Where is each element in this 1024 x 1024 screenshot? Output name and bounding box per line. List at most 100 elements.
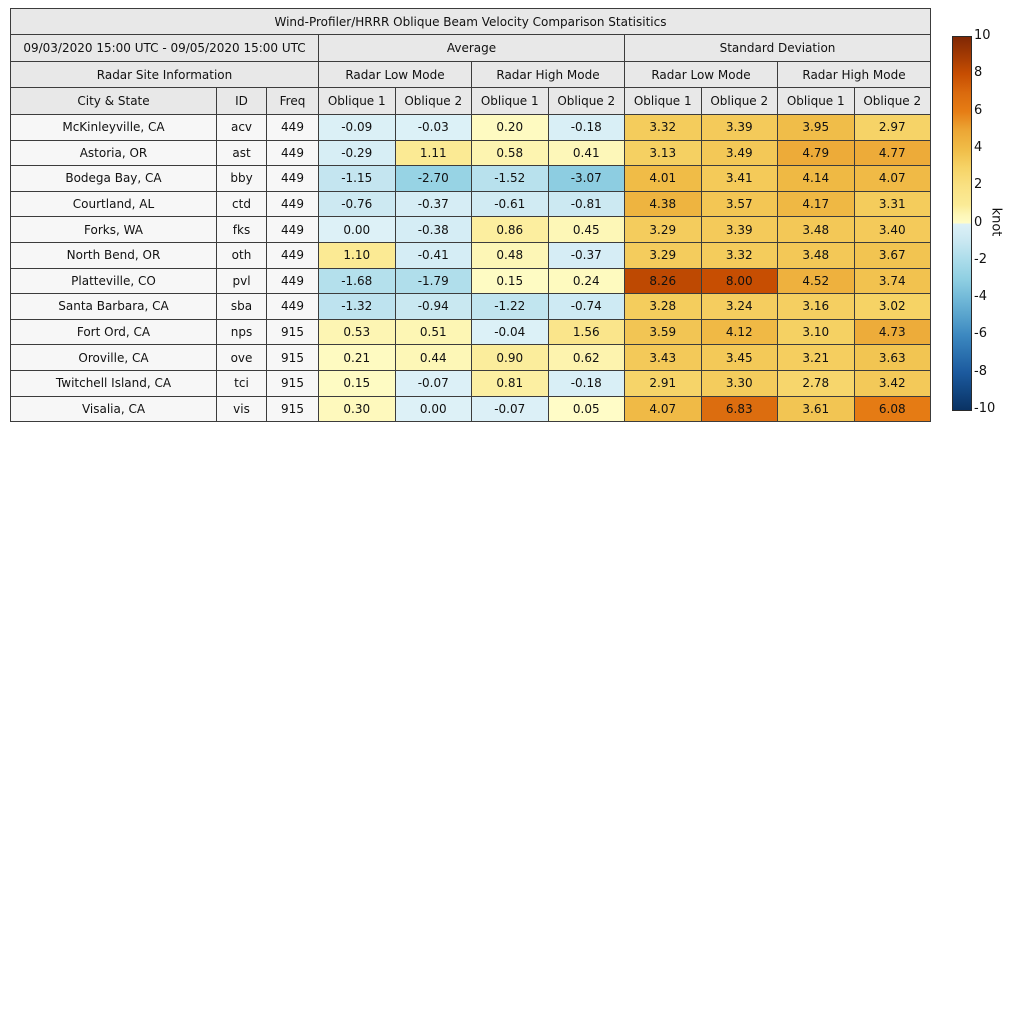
colorbar-gradient <box>952 36 972 411</box>
value-cell: -0.74 <box>547 293 625 320</box>
statistics-table: Wind-Profiler/HRRR Oblique Beam Velocity… <box>10 8 931 423</box>
value-cell: 4.38 <box>624 190 702 218</box>
table-row: Platteville, CO pvl 449 -1.68 -1.79 0.15 0.24 8… <box>10 267 931 295</box>
value-cell: 0.62 <box>547 344 625 371</box>
value-cell: -0.38 <box>394 216 472 243</box>
freq-cell: 449 <box>266 293 319 320</box>
value-cell: 3.02 <box>853 293 931 320</box>
value-cell: 4.07 <box>624 395 702 423</box>
group-header-std-deviation: Standard Deviation <box>624 34 931 62</box>
column-header-city-state: City & State <box>10 87 217 115</box>
value-cell: 3.28 <box>624 293 702 320</box>
column-header-id: ID <box>216 87 267 115</box>
value-cell: 0.00 <box>318 216 396 243</box>
value-cell: -0.81 <box>547 190 625 218</box>
value-cell: 3.67 <box>853 241 931 269</box>
value-cell: -1.15 <box>318 165 396 192</box>
freq-cell: 915 <box>266 395 319 423</box>
id-cell: ove <box>216 344 267 371</box>
city-cell: Twitchell Island, CA <box>10 369 217 397</box>
value-cell: -0.61 <box>471 190 549 218</box>
value-cell: -2.70 <box>394 165 472 192</box>
column-header-oblique: Oblique 1 <box>471 87 549 115</box>
colorbar-tick-label: 8 <box>974 65 983 81</box>
id-cell: fks <box>216 216 267 243</box>
value-cell: 3.45 <box>700 344 778 371</box>
value-cell: 3.39 <box>700 114 778 141</box>
value-cell: 0.00 <box>394 395 472 423</box>
city-cell: Fort Ord, CA <box>10 318 217 346</box>
value-cell: 3.63 <box>853 344 931 371</box>
value-cell: 3.13 <box>624 139 702 167</box>
colorbar-tick-label: 4 <box>974 139 983 155</box>
value-cell: -0.37 <box>394 190 472 218</box>
value-cell: 3.41 <box>700 165 778 192</box>
freq-cell: 915 <box>266 369 319 397</box>
table-row: McKinleyville, CA acv 449 -0.09 -0.03 0.20 -0.… <box>10 114 931 141</box>
value-cell: -1.52 <box>471 165 549 192</box>
id-cell: vis <box>216 395 267 423</box>
table-row: North Bend, OR oth 449 1.10 -0.41 0.48 -0.37 3.… <box>10 241 931 269</box>
value-cell: 0.05 <box>547 395 625 423</box>
value-cell: 3.57 <box>700 190 778 218</box>
id-cell: tci <box>216 369 267 397</box>
table-row: Astoria, OR ast 449 -0.29 1.11 0.58 0.41 3.13 3.… <box>10 139 931 167</box>
value-cell: 0.20 <box>471 114 549 141</box>
value-cell: 1.56 <box>547 318 625 346</box>
value-cell: 0.48 <box>471 241 549 269</box>
city-cell: Santa Barbara, CA <box>10 293 217 320</box>
value-cell: 4.52 <box>777 267 855 295</box>
value-cell: -0.41 <box>394 241 472 269</box>
value-cell: 3.10 <box>777 318 855 346</box>
value-cell: 0.44 <box>394 344 472 371</box>
table-row: Bodega Bay, CA bby 449 -1.15 -2.70 -1.52 -3.07… <box>10 165 931 192</box>
value-cell: -0.37 <box>547 241 625 269</box>
id-cell: acv <box>216 114 267 141</box>
freq-cell: 449 <box>266 190 319 218</box>
value-cell: -0.18 <box>547 369 625 397</box>
id-cell: pvl <box>216 267 267 295</box>
column-header-oblique: Oblique 2 <box>547 87 625 115</box>
value-cell: 8.00 <box>700 267 778 295</box>
id-cell: oth <box>216 241 267 269</box>
colorbar-tick-label: -6 <box>974 326 987 342</box>
value-cell: 3.39 <box>700 216 778 243</box>
value-cell: 0.41 <box>547 139 625 167</box>
freq-cell: 449 <box>266 216 319 243</box>
value-cell: 3.32 <box>624 114 702 141</box>
mode-header-avg-low: Radar Low Mode <box>318 61 472 88</box>
value-cell: 2.97 <box>853 114 931 141</box>
colorbar-tick-label: -10 <box>974 401 996 416</box>
value-cell: -0.76 <box>318 190 396 218</box>
value-cell: 3.31 <box>853 190 931 218</box>
column-header-oblique: Oblique 2 <box>853 87 931 115</box>
value-cell: 0.45 <box>547 216 625 243</box>
column-header-oblique: Oblique 1 <box>777 87 855 115</box>
value-cell: 3.49 <box>700 139 778 167</box>
freq-cell: 915 <box>266 318 319 346</box>
colorbar-tick-label: -2 <box>974 251 987 267</box>
value-cell: 3.24 <box>700 293 778 320</box>
value-cell: -0.18 <box>547 114 625 141</box>
value-cell: 0.86 <box>471 216 549 243</box>
value-cell: 2.78 <box>777 369 855 397</box>
city-cell: Oroville, CA <box>10 344 217 371</box>
value-cell: 0.51 <box>394 318 472 346</box>
value-cell: -1.68 <box>318 267 396 295</box>
column-header-oblique: Oblique 2 <box>700 87 778 115</box>
id-cell: ast <box>216 139 267 167</box>
colorbar-tick-label: 0 <box>974 214 983 230</box>
value-cell: 3.40 <box>853 216 931 243</box>
id-cell: sba <box>216 293 267 320</box>
value-cell: 3.30 <box>700 369 778 397</box>
value-cell: -1.32 <box>318 293 396 320</box>
table-row: Courtland, AL ctd 449 -0.76 -0.37 -0.61 -0.81 4… <box>10 190 931 218</box>
table-row: Visalia, CA vis 915 0.30 0.00 -0.07 0.05 4.07 6.… <box>10 395 931 423</box>
city-cell: McKinleyville, CA <box>10 114 217 141</box>
colorbar-tick-label: -8 <box>974 363 987 379</box>
site-info-header: Radar Site Information <box>10 61 319 88</box>
value-cell: 0.24 <box>547 267 625 295</box>
colorbar-tick-label: 2 <box>974 177 983 193</box>
group-header-average: Average <box>318 34 625 62</box>
